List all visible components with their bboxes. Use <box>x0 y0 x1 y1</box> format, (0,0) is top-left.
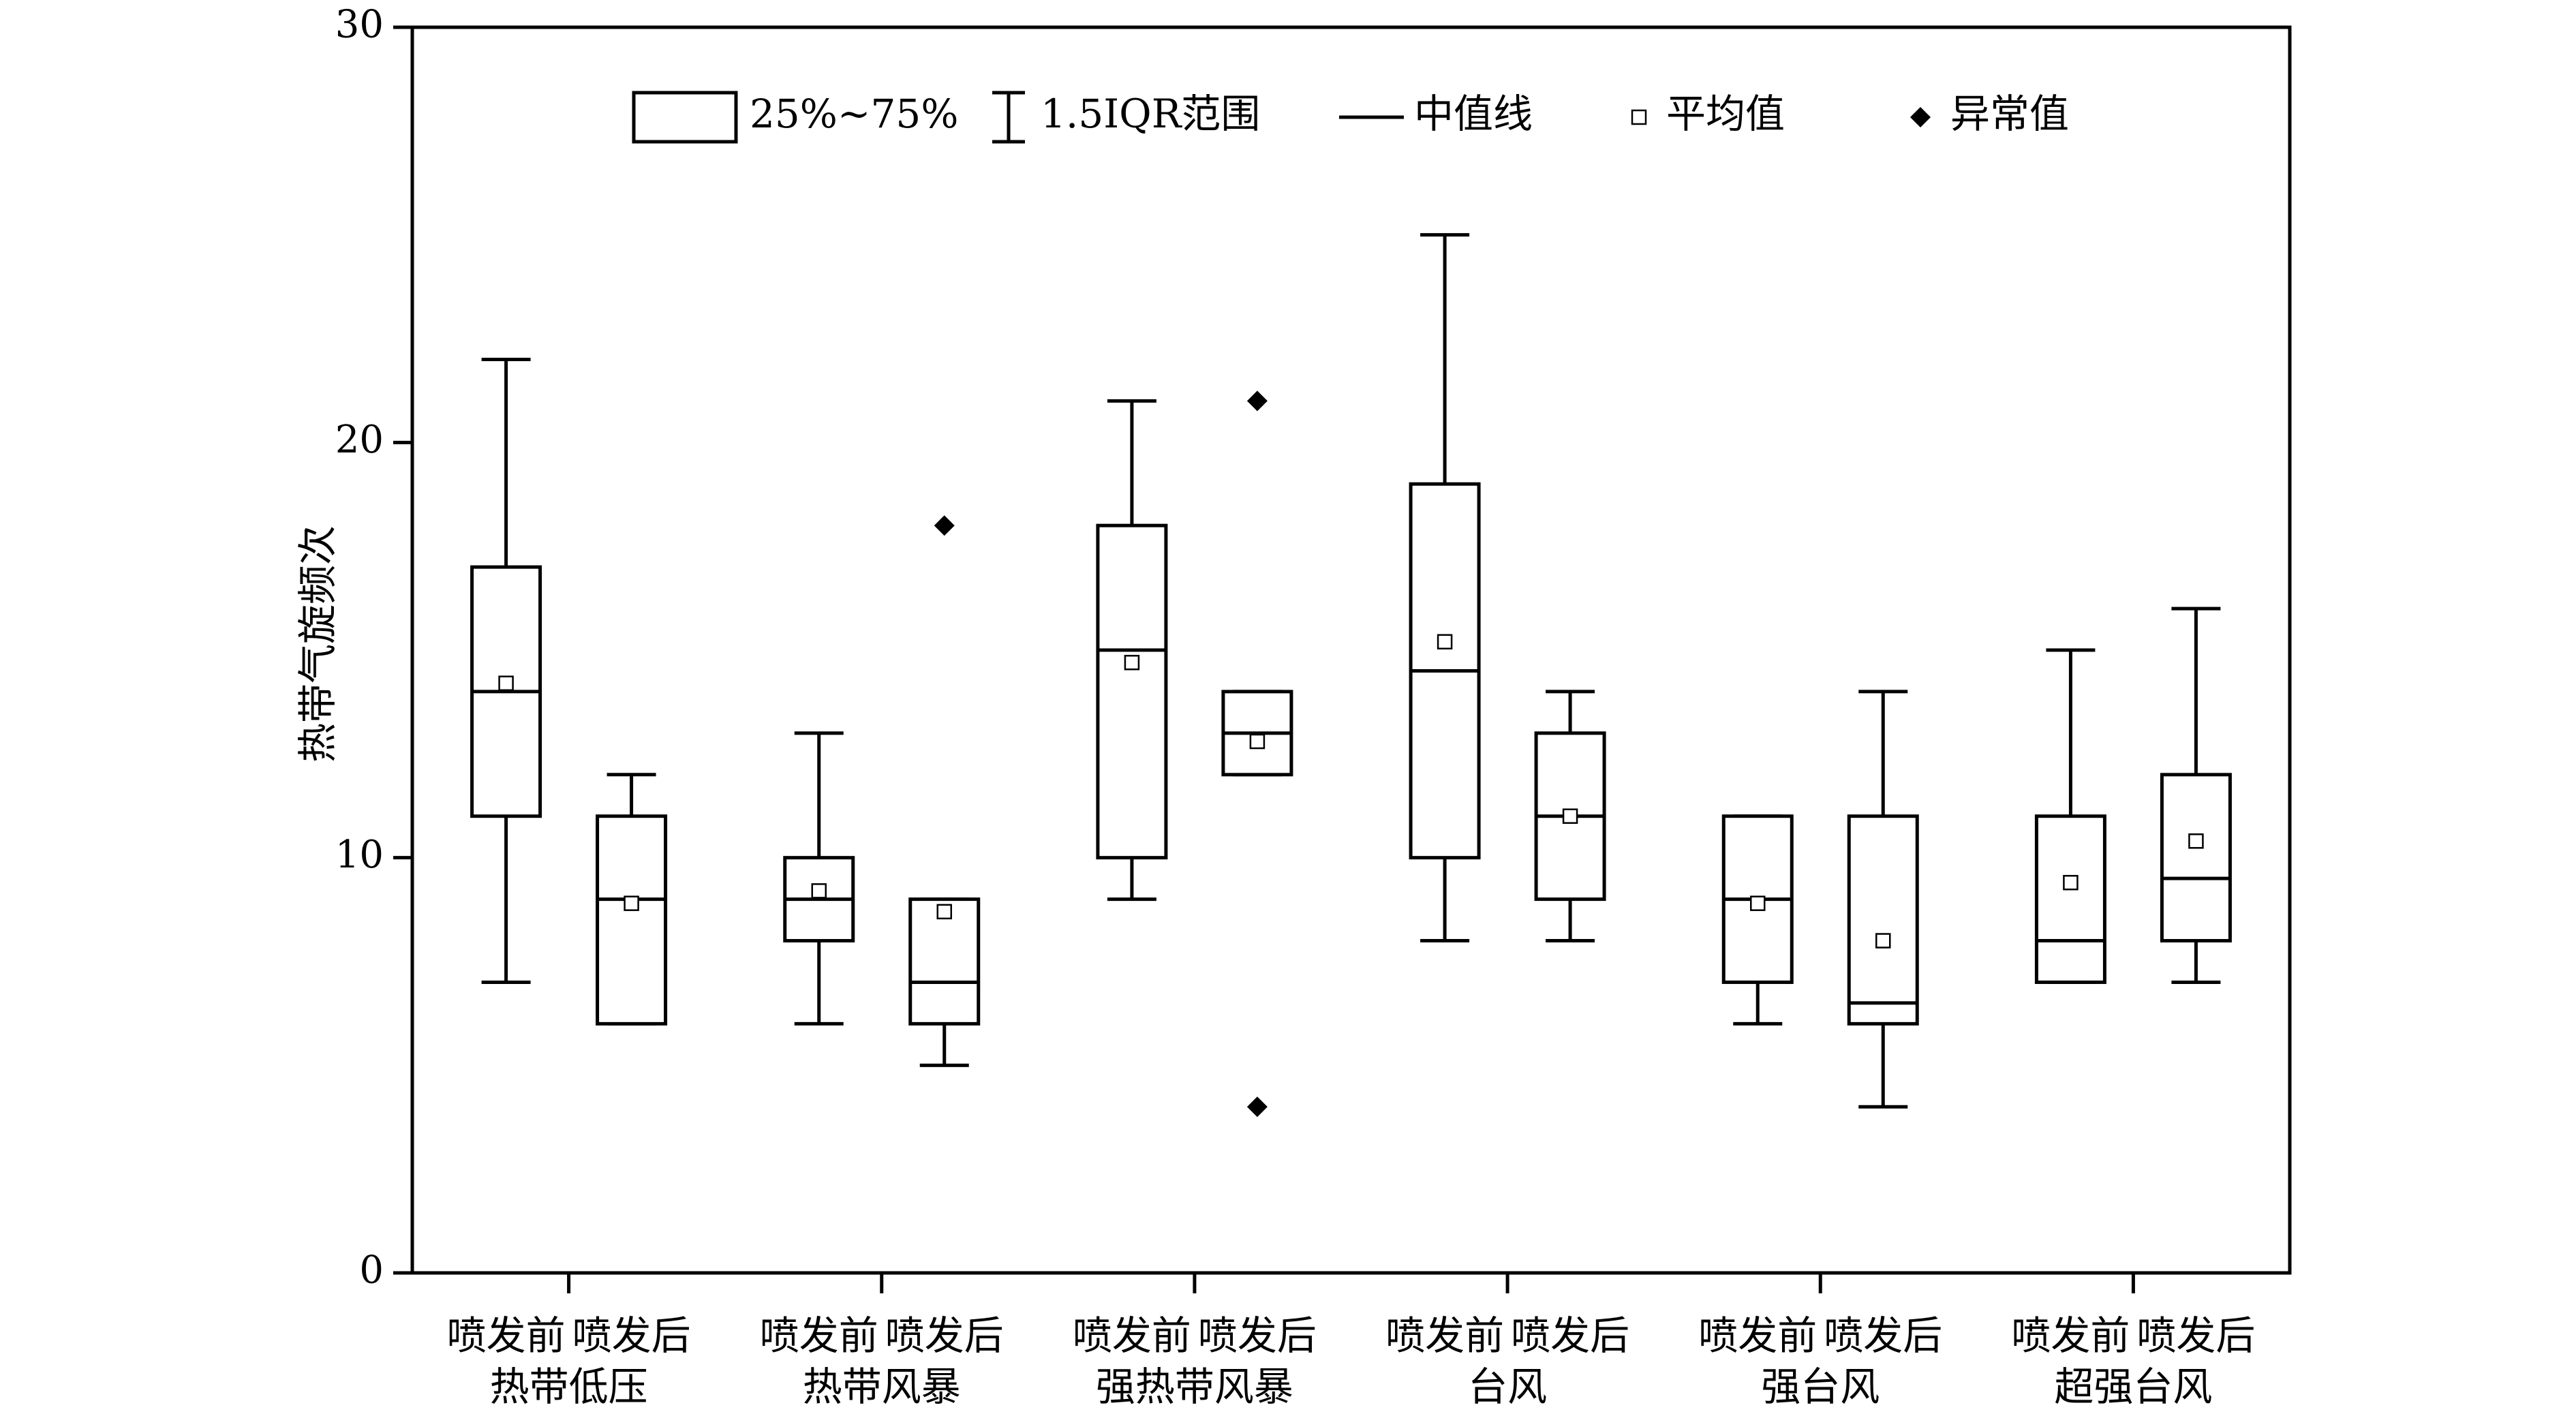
x-category-label: 强热带风暴 <box>1096 1364 1293 1410</box>
mean-marker <box>1249 733 1266 750</box>
box-item <box>2160 606 2232 984</box>
mean-marker <box>2063 874 2079 891</box>
iqr-box <box>2034 814 2106 984</box>
outlier-marker <box>934 515 955 536</box>
box-item <box>1096 399 1168 902</box>
legend-item: 平均值 <box>1631 91 1785 137</box>
x-category-label: 强台风 <box>1761 1364 1880 1410</box>
y-tick-label: 0 <box>359 1248 384 1293</box>
legend-label: 异常值 <box>1950 91 2069 137</box>
legend-mean-symbol <box>1631 109 1647 125</box>
x-sub-label: 喷发后 <box>1824 1312 1942 1359</box>
box-item <box>908 515 981 1067</box>
y-tick-label: 30 <box>335 3 384 47</box>
plot-frame <box>410 25 2292 1275</box>
mean-marker <box>936 904 952 920</box>
x-category-label: 台风 <box>1468 1364 1547 1410</box>
plot-border <box>410 25 2292 1275</box>
mean-marker <box>1875 933 1891 949</box>
legend-item: 异常值 <box>1910 91 2069 137</box>
legend-label: 25%~75% <box>750 91 958 137</box>
mean-marker <box>624 895 639 911</box>
x-sub-label: 喷发前 <box>447 1312 566 1359</box>
mean-marker <box>2188 833 2204 849</box>
legend-outlier-symbol <box>1910 107 1931 127</box>
x-category-label: 热带低压 <box>490 1364 648 1410</box>
legend-label: 中值线 <box>1414 91 1533 137</box>
x-sub-label: 喷发前 <box>1073 1312 1191 1359</box>
y-tick-label: 20 <box>335 418 384 462</box>
y-tick-label: 10 <box>335 833 384 877</box>
box-item <box>1409 233 1481 943</box>
x-sub-label: 喷发后 <box>1198 1312 1317 1359</box>
iqr-box <box>908 897 981 1026</box>
x-sub-label: 喷发后 <box>1511 1312 1629 1359</box>
legend-item: 中值线 <box>1339 91 1533 137</box>
mean-marker <box>1437 634 1453 650</box>
x-sub-label: 喷发后 <box>885 1312 1004 1359</box>
box-item <box>470 357 542 984</box>
box-item <box>1221 390 1293 1118</box>
x-sub-label: 喷发前 <box>1385 1312 1504 1359</box>
x-category-label: 超强台风 <box>2054 1364 2212 1410</box>
outlier-marker <box>1246 1096 1268 1118</box>
x-sub-label: 喷发前 <box>2011 1312 2130 1359</box>
x-sub-label: 喷发前 <box>760 1312 878 1359</box>
iqr-box <box>596 814 668 1026</box>
mean-marker <box>1124 655 1140 671</box>
box-item <box>596 773 668 1026</box>
box-item <box>1721 814 1794 1026</box>
box-item <box>783 731 855 1026</box>
x-sub-label: 喷发前 <box>1698 1312 1817 1359</box>
outlier-marker <box>1246 390 1268 412</box>
box-item <box>1847 690 1919 1109</box>
legend-label: 1.5IQR范围 <box>1041 91 1260 137</box>
legend-box-symbol <box>632 91 738 144</box>
legend-item: 25%~75% <box>632 91 958 144</box>
legend: 25%~75% 1.5IQR范围 中值线 平均值 异常值 <box>632 91 2069 144</box>
x-sub-label: 喷发后 <box>572 1312 691 1359</box>
box-item <box>2034 648 2106 984</box>
y-axis-label: 热带气旋频次 <box>294 525 341 763</box>
mean-marker <box>498 675 514 691</box>
iqr-box <box>1096 523 1168 860</box>
mean-marker <box>1562 808 1578 824</box>
x-category-label: 热带风暴 <box>803 1364 961 1410</box>
x-sub-label: 喷发后 <box>2136 1312 2255 1359</box>
iqr-box <box>1847 814 1919 1026</box>
box-item <box>1534 690 1606 943</box>
iqr-box <box>2160 773 2232 943</box>
legend-item: 1.5IQR范围 <box>992 91 1260 144</box>
legend-label: 平均值 <box>1666 91 1785 137</box>
boxes <box>470 233 2232 1118</box>
mean-marker <box>1750 895 1766 911</box>
mean-marker <box>811 883 827 899</box>
y-axis: 0 10 20 30 <box>335 3 412 1293</box>
